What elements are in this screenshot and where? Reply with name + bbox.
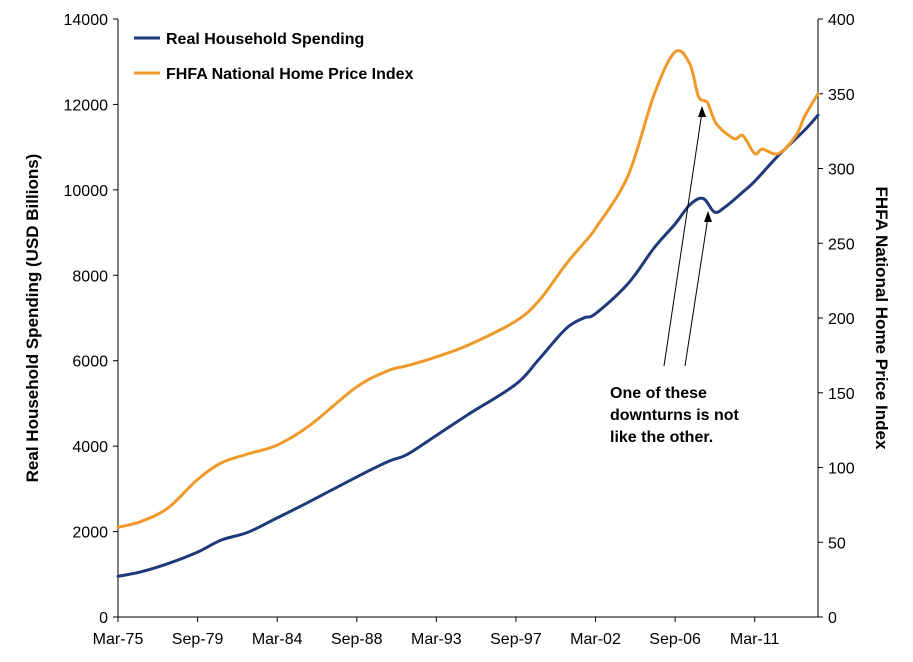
- right-tick-label: 200: [828, 311, 855, 328]
- left-tick-label: 6000: [72, 354, 108, 371]
- right-tick-label: 300: [828, 162, 855, 179]
- left-tick-label: 0: [99, 610, 108, 627]
- annotation-line-3: like the other.: [610, 429, 713, 446]
- left-tick-label: 12000: [64, 97, 109, 114]
- x-tick-label: Sep-97: [490, 631, 542, 648]
- annotation-line-2: downturns is not: [610, 407, 740, 424]
- left-tick-label: 14000: [64, 12, 109, 29]
- annotation: One of these downturns is not like the o…: [610, 106, 740, 446]
- left-tick-label: 4000: [72, 439, 108, 456]
- x-axis-ticks: Mar-75 Sep-79 Mar-84 Sep-88 Mar-93 Sep-97 Mar-…: [93, 617, 780, 648]
- x-tick-label: Mar-93: [411, 631, 462, 648]
- series-line-fhfa-home-price-index: [116, 49, 820, 529]
- series-layer: [116, 49, 820, 578]
- legend-label-spending: Real Household Spending: [166, 31, 364, 48]
- legend-label-home-price: FHFA National Home Price Index: [166, 66, 414, 83]
- annotation-arrowhead-home-price: [698, 106, 706, 117]
- series-line-real-household-spending: [116, 113, 820, 578]
- x-tick-label: Sep-06: [649, 631, 701, 648]
- x-tick-label: Sep-88: [331, 631, 383, 648]
- axes: [117, 19, 819, 618]
- x-tick-label: Mar-11: [730, 631, 780, 648]
- right-tick-label: 50: [828, 535, 846, 552]
- x-tick-label: Mar-84: [252, 631, 303, 648]
- annotation-line-1: One of these: [610, 385, 707, 402]
- left-tick-label: 2000: [72, 525, 108, 542]
- x-tick-label: Sep-79: [172, 631, 224, 648]
- x-tick-label: Mar-75: [93, 631, 144, 648]
- right-tick-label: 400: [828, 12, 855, 29]
- x-tick-label: Mar-02: [570, 631, 621, 648]
- annotation-arrowhead-spending: [704, 211, 712, 222]
- right-tick-label: 150: [828, 386, 855, 403]
- right-axis-title: FHFA National Home Price Index: [872, 187, 891, 450]
- right-tick-label: 0: [828, 610, 837, 627]
- right-axis-ticks: 0 50 100 150 200 250 300 350 400: [818, 12, 855, 627]
- left-tick-label: 8000: [72, 268, 108, 285]
- left-axis-ticks: 0 2000 4000 6000 8000 10000 12000 14000: [64, 12, 118, 627]
- right-tick-label: 350: [828, 87, 855, 104]
- legend: Real Household Spending FHFA National Ho…: [134, 31, 414, 83]
- right-tick-label: 250: [828, 236, 855, 253]
- left-axis-title: Real Household Spending (USD Billions): [23, 154, 42, 483]
- annotation-arrow-home-price: [663, 111, 703, 367]
- annotation-arrow-spending: [684, 216, 709, 367]
- left-tick-label: 10000: [64, 183, 109, 200]
- right-tick-label: 100: [828, 461, 855, 478]
